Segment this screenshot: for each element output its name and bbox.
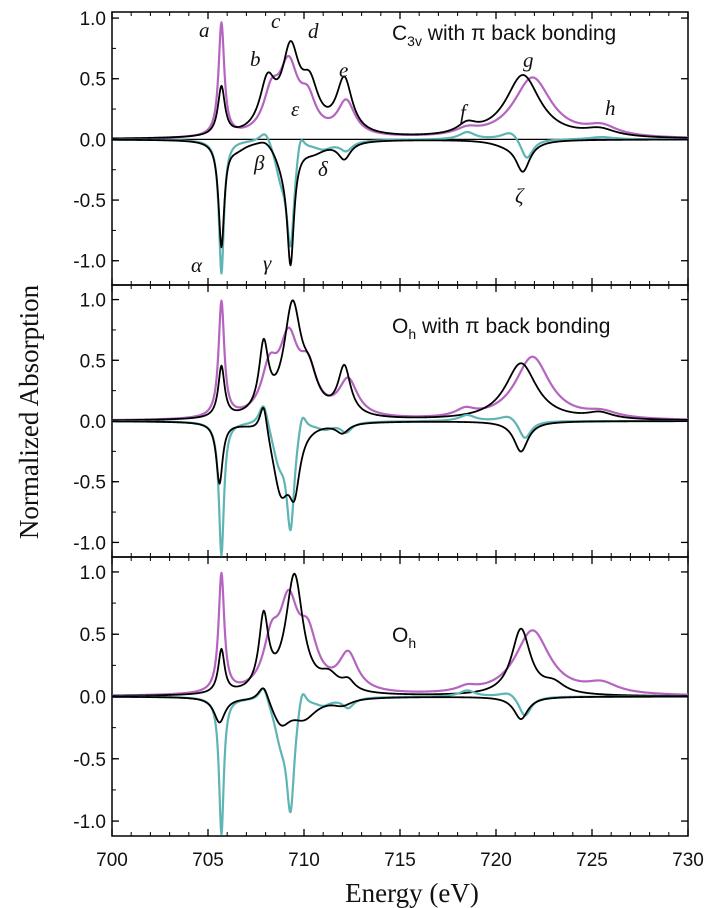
y-axis-title: Normalized Absorption (14, 284, 44, 539)
x-tick-label: 730 (672, 850, 704, 871)
y-tick-label: 0.5 (80, 70, 106, 91)
y-tick-label: -1.0 (73, 812, 106, 833)
x-tick-label: 720 (480, 850, 512, 871)
peak-label-b: b (250, 47, 261, 71)
panel-3-series-black-3 (111, 687, 689, 727)
peak-label-a: a (199, 18, 210, 42)
y-tick-label: 0.0 (80, 412, 106, 433)
panel-1-series-black-3 (111, 138, 689, 267)
y-tick-label: 0.0 (80, 688, 106, 709)
x-tick-label: 700 (96, 850, 128, 871)
panel-1-series-black-1 (111, 40, 689, 140)
panel-3-series-black-1 (111, 572, 689, 697)
x-tick-label: 725 (576, 850, 608, 871)
x-tick-label: 715 (384, 850, 416, 871)
peak-label-h: h (605, 96, 616, 120)
y-tick-label: -0.5 (73, 473, 106, 494)
y-tick-label: 1.0 (80, 563, 106, 584)
peak-label-alpha: α (191, 253, 203, 277)
y-tick-label: 0.5 (80, 625, 106, 646)
peak-label-gamma: γ (263, 251, 272, 275)
y-tick-label: 0.0 (80, 130, 106, 151)
peak-label-f: f (460, 100, 469, 124)
peak-label-epsilon: ε (291, 97, 300, 121)
panel-3-title: Oh (392, 624, 416, 651)
y-tick-label: 1.0 (80, 9, 106, 30)
y-tick-label: -1.0 (73, 252, 106, 273)
panel-2-title: Oh with π back bonding (392, 315, 610, 342)
x-axis-title: Energy (eV) (345, 878, 479, 908)
y-tick-label: 0.5 (80, 351, 106, 372)
peak-label-c: c (271, 9, 281, 33)
y-tick-label: -1.0 (73, 533, 106, 554)
spectra-curves (111, 21, 689, 836)
peak-label-delta: δ (318, 157, 329, 181)
peak-label-g: g (523, 48, 534, 72)
panel-2-series-teal-2 (111, 405, 689, 557)
panel-2-series-black-3 (111, 406, 689, 503)
peak-label-beta: β (253, 151, 265, 175)
y-tick-label: 1.0 (80, 291, 106, 312)
panel-2-series-black-1 (111, 299, 689, 422)
panel-1-frame (111, 11, 689, 286)
panel-1-title: C3v with π back bonding (392, 22, 616, 49)
peak-label-d: d (308, 19, 319, 43)
panel-3-series-magenta-0 (111, 571, 689, 697)
panel-3-series-teal-2 (111, 687, 689, 836)
panel-2-series-magenta-0 (111, 299, 689, 422)
x-tick-label: 710 (288, 850, 320, 871)
x-tick-label: 705 (192, 850, 224, 871)
peak-label-e: e (339, 58, 348, 82)
y-tick-label: -0.5 (73, 191, 106, 212)
peak-label-zeta: ζ (515, 184, 525, 208)
axis-ticks: 1.0 0.5 0.0 -0.5 -1.0 1.0 0.5 0.0 -0.5 -1.0 1.0 0.5… (73, 9, 704, 871)
y-tick-label: -0.5 (73, 750, 106, 771)
